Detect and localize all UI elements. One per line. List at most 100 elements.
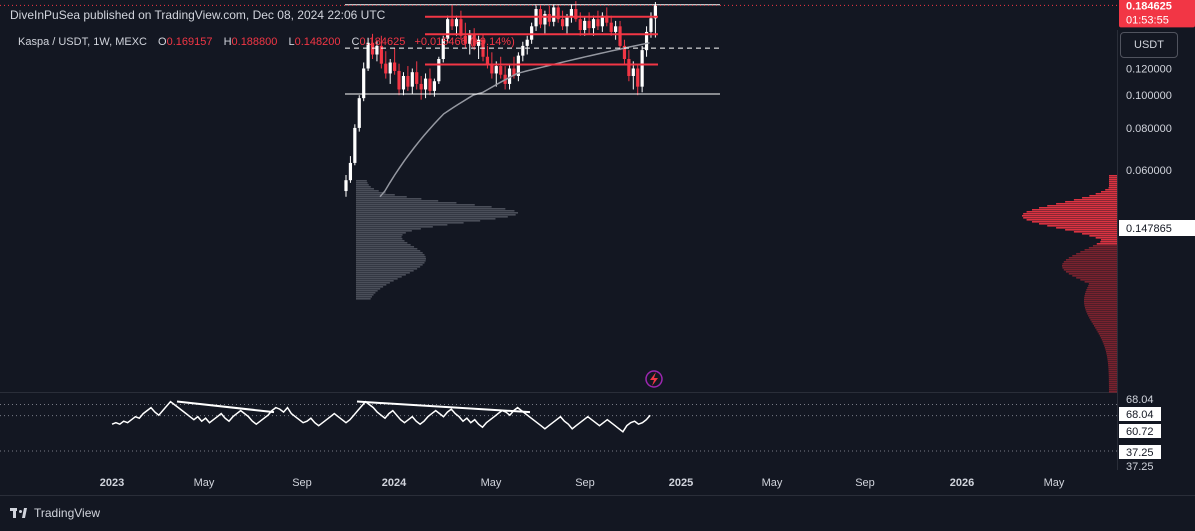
candle (503, 66, 507, 90)
candle (499, 56, 503, 79)
candle (401, 72, 406, 96)
candle (631, 61, 635, 90)
candle (556, 4, 560, 23)
candle-body (379, 45, 383, 64)
candle-body (446, 19, 450, 39)
candle-body (428, 78, 432, 91)
price-tick-label: 0.060000 (1126, 165, 1172, 177)
candle-body (578, 19, 582, 31)
candle (362, 62, 366, 102)
low-label: L (288, 36, 295, 48)
candle (419, 75, 423, 100)
time-tick-label: May (481, 477, 502, 489)
candle (375, 40, 379, 62)
currency-selector[interactable]: USDT (1120, 32, 1178, 58)
candle (353, 124, 357, 166)
candle-body (631, 68, 635, 76)
time-tick-label: May (194, 477, 215, 489)
candle-body (485, 56, 490, 64)
candle-body (353, 127, 357, 163)
candle (379, 35, 383, 69)
close-label: C (351, 36, 360, 48)
candle (410, 68, 414, 94)
candle (472, 28, 476, 51)
candle-body (556, 7, 560, 20)
candle-body (530, 26, 534, 40)
rsi-tick-label: 37.25 (1126, 461, 1154, 473)
candle (636, 63, 640, 96)
candle-body (640, 50, 644, 87)
candle (609, 15, 613, 36)
candle (428, 68, 432, 96)
candle (348, 156, 353, 183)
candle-body (384, 63, 388, 74)
candle-body (397, 70, 401, 90)
rsi-label-badge (1119, 407, 1161, 421)
candle-body (406, 75, 410, 87)
candle-body (596, 19, 600, 27)
open-value: 0.169157 (166, 36, 213, 48)
candle-body (622, 45, 627, 60)
candle-body (512, 68, 516, 76)
candle (507, 63, 512, 90)
divergence-line (356, 400, 531, 414)
time-tick-label: May (1044, 477, 1065, 489)
price-tick-label: 0.100000 (1126, 90, 1172, 102)
candle-body (468, 33, 472, 44)
candle-body (609, 22, 613, 32)
rsi-label-badge (1119, 445, 1161, 459)
high-label: H (223, 36, 232, 48)
candle-body (636, 68, 640, 87)
candle-body (565, 17, 569, 27)
price-chart[interactable]: 0.3500000.2500000.1200000.1000000.080000… (0, 0, 1195, 495)
close-value: 0.184625 (359, 36, 406, 48)
candle-body (560, 19, 565, 27)
candle-body (516, 55, 520, 76)
tradingview-logo-icon (10, 508, 28, 518)
candle-body (344, 180, 348, 192)
candle (591, 15, 596, 36)
candle-body (614, 26, 618, 32)
candle-body (521, 45, 525, 56)
candle (388, 59, 392, 84)
symbol-title[interactable]: Kaspa / USDT, 1W, MEXC (18, 36, 147, 48)
candle-body (499, 66, 503, 75)
candle-body (653, 5, 657, 19)
candle-body (525, 39, 529, 46)
time-tick-label: 2023 (100, 477, 124, 489)
candle (454, 15, 459, 36)
candle (494, 61, 498, 87)
candle-body (423, 78, 428, 90)
rsi-line (111, 400, 651, 433)
candle (446, 15, 450, 43)
candle-body (494, 66, 498, 74)
candle (614, 20, 618, 40)
candle (583, 17, 587, 36)
candle-body (507, 68, 512, 84)
open-label: O (158, 36, 167, 48)
candle-body (388, 62, 392, 74)
time-tick-label: May (762, 477, 783, 489)
level-price-badge (1119, 220, 1195, 236)
ohlc-legend: Kaspa / USDT, 1W, MEXC O0.169157 H0.1888… (18, 36, 515, 48)
flash-icon (645, 370, 663, 388)
candle-body (600, 15, 604, 27)
candle-body (393, 62, 397, 71)
candle-body (547, 14, 551, 22)
candle (516, 52, 520, 82)
high-value: 0.188800 (231, 36, 278, 48)
tradingview-logo[interactable]: TradingView (10, 506, 100, 520)
candle (384, 51, 388, 79)
candle-body (591, 19, 596, 29)
candle (560, 10, 565, 31)
candle (370, 33, 375, 60)
tradingview-brand: TradingView (34, 506, 101, 520)
candle (587, 12, 591, 34)
low-value: 0.148200 (294, 36, 341, 48)
candle-body (419, 83, 423, 90)
candle-body (574, 9, 578, 20)
candle-body (370, 42, 375, 55)
range-volume-profile (356, 180, 519, 300)
candle-body (472, 33, 476, 46)
candle-body (432, 81, 436, 91)
